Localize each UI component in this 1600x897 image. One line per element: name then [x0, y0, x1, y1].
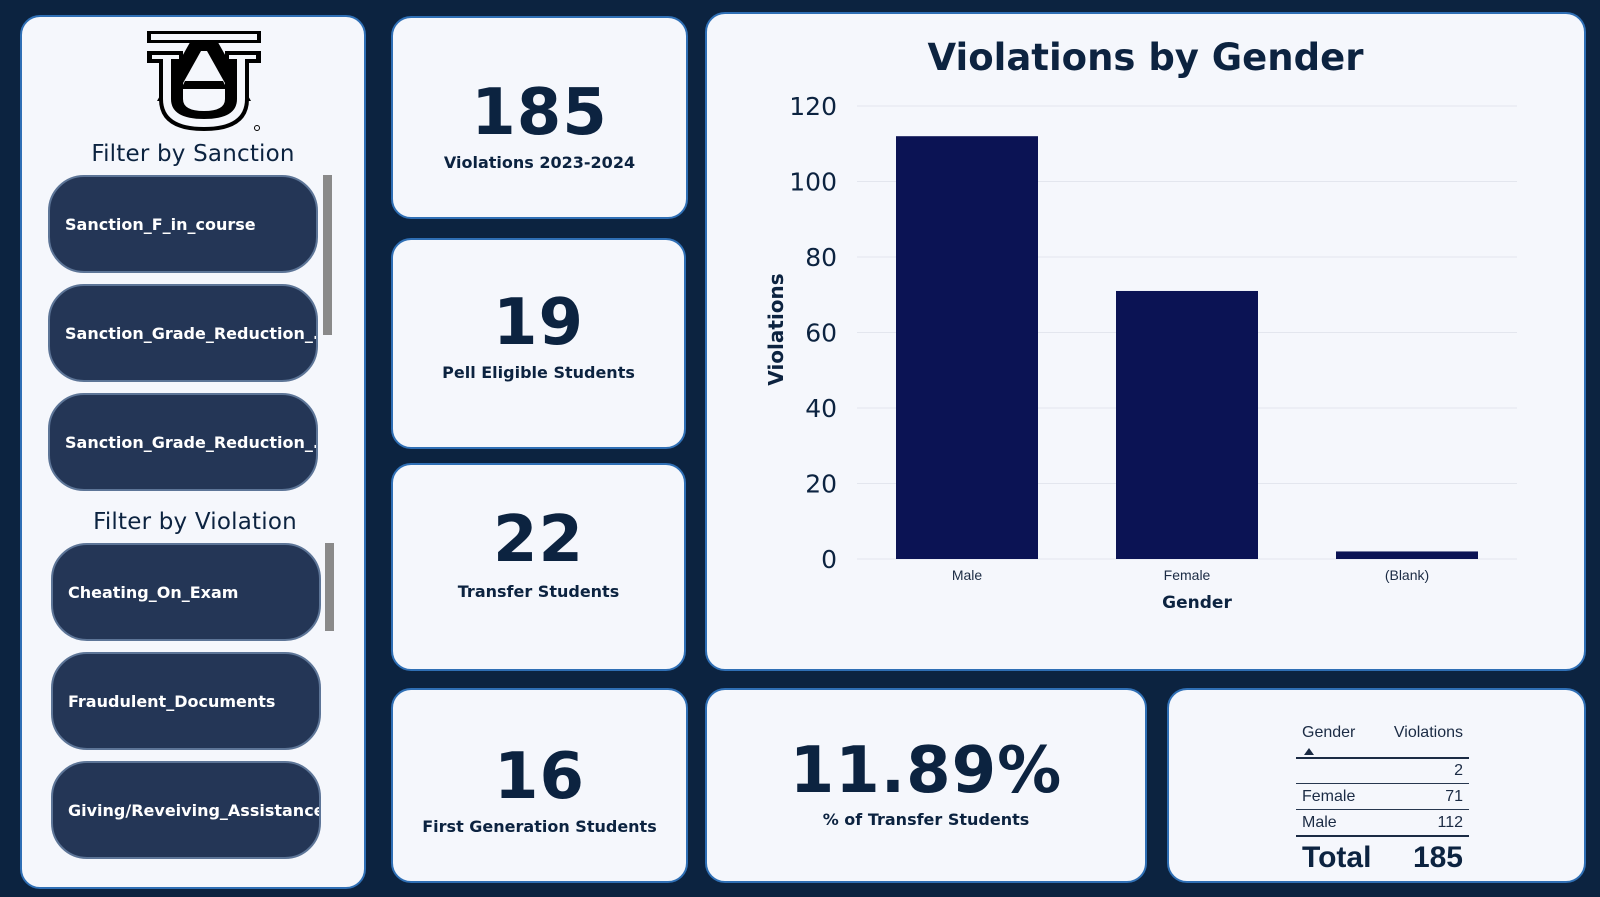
y-tick-label: 120 — [789, 92, 837, 121]
y-axis-title: Violations — [764, 273, 788, 385]
x-tick-label: Female — [1164, 567, 1211, 583]
kpi-value: 185 — [471, 76, 608, 150]
y-tick-label: 60 — [805, 319, 837, 348]
kpi-card-first-generation: 16 First Generation Students — [391, 688, 688, 883]
sanction-item-f-in-course[interactable]: Sanction_F_in_course — [48, 175, 318, 273]
violation-scrollbar[interactable] — [325, 543, 334, 631]
bar-female[interactable] — [1116, 290, 1258, 559]
bar-blank[interactable] — [1336, 551, 1478, 559]
table-row: Male 112 — [1296, 809, 1469, 835]
table-row: 2 — [1296, 757, 1469, 783]
bar-chart-svg: 0 20 40 60 80 100 120 Male Female (Blank) Gender Vi… — [764, 92, 1517, 613]
kpi-value: 22 — [492, 503, 585, 577]
header-gender[interactable]: Gender — [1302, 724, 1356, 741]
x-tick-label: (Blank) — [1385, 567, 1429, 583]
violation-item-cheating-on-exam[interactable]: Cheating_On_Exam — [51, 543, 321, 641]
kpi-label: Transfer Students — [457, 582, 620, 601]
y-tick-label: 80 — [805, 243, 837, 272]
kpi-label: First Generation Students — [422, 817, 657, 836]
kpi-value: 19 — [492, 286, 585, 360]
y-tick-label: 0 — [821, 545, 837, 574]
kpi-card-transfer-students: 22 Transfer Students — [391, 463, 686, 671]
table-header: Gender Violations — [1296, 724, 1469, 748]
y-tick-label: 20 — [805, 470, 837, 499]
kpi-value: 16 — [493, 740, 586, 814]
sanction-filter-title: Filter by Sanction — [91, 141, 295, 167]
table-total-row: Total 185 — [1296, 835, 1469, 875]
bar-male[interactable] — [896, 136, 1038, 559]
kpi-card-violations: 185 Violations 2023-2024 — [391, 16, 688, 219]
cell-violations: 71 — [1445, 787, 1463, 805]
violation-item-fraudulent-documents[interactable]: Fraudulent_Documents — [51, 652, 321, 750]
x-axis-title: Gender — [1162, 593, 1232, 613]
cell-violations: 2 — [1454, 762, 1463, 779]
kpi-label: Violations 2023-2024 — [443, 153, 636, 172]
kpi-card-transfer-percent: 11.89% % of Transfer Students — [705, 688, 1147, 883]
sort-ascending-icon[interactable] — [1304, 748, 1314, 755]
kpi-label: Pell Eligible Students — [442, 363, 635, 382]
chart-title: Violations by Gender — [927, 36, 1364, 79]
violations-by-gender-chart: Violations by Gender 0 20 40 60 80 100 120 Male… — [705, 12, 1586, 671]
sanction-scrollbar[interactable] — [323, 175, 332, 335]
kpi-label: % of Transfer Students — [822, 810, 1030, 829]
auburn-logo — [147, 31, 261, 131]
violation-item-giving-receiving-assistance[interactable]: Giving/Reveiving_Assistance... — [51, 761, 321, 859]
total-label: Total — [1302, 841, 1372, 874]
y-tick-label: 40 — [805, 394, 837, 423]
cell-violations: 112 — [1437, 813, 1463, 831]
cell-gender: Male — [1302, 813, 1337, 831]
sanction-item-grade-reduction-2[interactable]: Sanction_Grade_Reduction_... — [48, 393, 318, 491]
filter-sidebar: Filter by Sanction Sanction_F_in_course … — [20, 15, 366, 889]
table-row: Female 71 — [1296, 783, 1469, 809]
gender-violations-table: Gender Violations 2 Female 71 Male 112 T… — [1296, 724, 1469, 875]
gender-violations-table-card: Gender Violations 2 Female 71 Male 112 T… — [1167, 688, 1586, 883]
kpi-card-pell-eligible: 19 Pell Eligible Students — [391, 238, 686, 449]
x-tick-label: Male — [952, 567, 983, 583]
cell-gender: Female — [1302, 787, 1356, 805]
sanction-item-grade-reduction-1[interactable]: Sanction_Grade_Reduction_... — [48, 284, 318, 382]
violation-filter-title: Filter by Violation — [93, 509, 297, 535]
header-violations[interactable]: Violations — [1393, 724, 1463, 741]
total-value: 185 — [1412, 841, 1463, 874]
kpi-value: 11.89% — [789, 734, 1063, 808]
y-tick-label: 100 — [789, 168, 837, 197]
